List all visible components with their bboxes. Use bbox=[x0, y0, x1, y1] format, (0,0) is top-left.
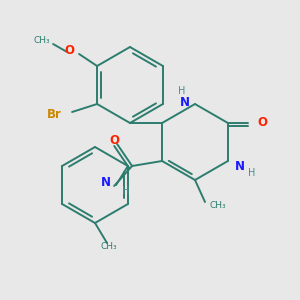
Text: H: H bbox=[248, 168, 255, 178]
Text: O: O bbox=[64, 44, 74, 58]
Text: Br: Br bbox=[47, 107, 62, 121]
Text: CH₃: CH₃ bbox=[101, 242, 117, 251]
Text: H: H bbox=[178, 86, 185, 96]
Text: O: O bbox=[257, 116, 267, 130]
Text: O: O bbox=[109, 134, 119, 147]
Text: N: N bbox=[180, 96, 190, 109]
Text: CH₃: CH₃ bbox=[210, 201, 226, 210]
Text: H: H bbox=[122, 186, 130, 196]
Text: CH₃: CH₃ bbox=[34, 36, 50, 45]
Text: N: N bbox=[101, 176, 111, 189]
Text: N: N bbox=[235, 160, 245, 172]
